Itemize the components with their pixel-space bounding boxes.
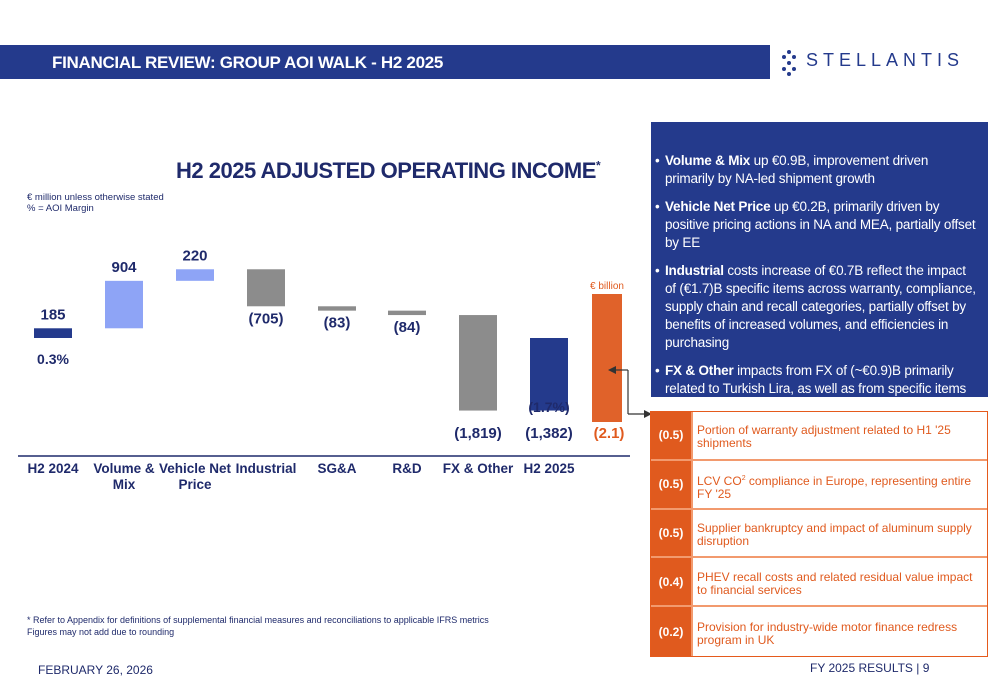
item-description: LCV CO2 compliance in Europe, representi…: [693, 460, 987, 508]
chart-bar-1: [105, 280, 143, 329]
value-label-4: (83): [324, 315, 351, 332]
specific-items-table: (0.5) Portion of warranty adjustment rel…: [650, 411, 988, 657]
stellantis-logo: STELLANTIS: [782, 44, 972, 80]
footnote-line: * Refer to Appendix for definitions of s…: [27, 615, 489, 625]
category-label-2-0: Vehicle Net: [159, 461, 232, 476]
value-label-2: 220: [182, 247, 207, 264]
item-value: (0.5): [651, 412, 693, 459]
chart-bar-4: [318, 306, 356, 311]
margin-label-0: 0.3%: [37, 351, 69, 367]
aoi-waterfall-chart: 185 H2 2024 904 Volume &Mix 220 Vehicle NetPr…: [18, 247, 630, 492]
category-label-2-1: Price: [178, 477, 212, 492]
value-label-5: (84): [394, 319, 421, 336]
chart-bar-5: [388, 310, 426, 316]
table-row: (0.5) LCV CO2 compliance in Europe, repr…: [651, 460, 987, 510]
value-label-3: (705): [248, 310, 283, 327]
category-label-0-0: H2 2024: [27, 461, 79, 476]
item-value: (0.4): [651, 558, 693, 606]
extra-bar-label: (2.1): [594, 425, 625, 442]
callout-arrow-icon: [608, 366, 652, 418]
chart-bar-7: [530, 338, 568, 411]
category-label-5-0: R&D: [392, 461, 421, 476]
footer-date: FEBRUARY 26, 2026: [38, 663, 153, 677]
extra-bar-unit: € billion: [590, 281, 624, 292]
logo-dots-icon: [782, 50, 796, 76]
bullet-vehicle-net-price: • Vehicle Net Price up €0.2B, primarily d…: [655, 199, 976, 250]
bullet-volume-mix: • Volume & Mix up €0.9B, improvement driv…: [655, 153, 929, 186]
chart-title: H2 2025 ADJUSTED OPERATING INCOME*: [176, 158, 601, 184]
table-row: (0.4) PHEV recall costs and related resi…: [651, 558, 987, 608]
category-label-1-0: Volume &: [93, 461, 155, 476]
extra-billion-bar: [592, 294, 622, 422]
value-label-6: (1,819): [454, 425, 502, 442]
table-row: (0.5) Portion of warranty adjustment rel…: [651, 412, 987, 461]
table-row: (0.2) Provision for industry-wide motor …: [651, 607, 987, 656]
footnote-line: Figures may not add due to rounding: [27, 627, 175, 637]
item-description: Provision for industry-wide motor financ…: [693, 607, 987, 656]
logo-text: STELLANTIS: [806, 50, 965, 70]
table-row: (0.5) Supplier bankruptcy and impact of …: [651, 509, 987, 559]
category-label-7-0: H2 2025: [523, 461, 575, 476]
category-label-1-1: Mix: [113, 477, 136, 492]
category-label-6-0: FX & Other: [443, 461, 514, 476]
header-band: [0, 45, 770, 79]
value-label-7: (1,382): [525, 425, 573, 442]
bullet-industrial: • Industrial costs increase of €0.7B refl…: [655, 263, 976, 350]
chart-bar-2: [176, 269, 214, 281]
item-value: (0.5): [651, 460, 693, 508]
category-label-4-0: SG&A: [317, 461, 356, 476]
value-label-1: 904: [111, 259, 137, 276]
chart-title-footnote-mark: *: [595, 158, 601, 173]
footnote: * Refer to Appendix for definitions of s…: [27, 614, 489, 638]
item-description: PHEV recall costs and related residual v…: [693, 558, 987, 606]
footer-page: FY 2025 RESULTS | 9: [810, 661, 930, 675]
chart-bar-0: [34, 328, 72, 338]
item-description: Supplier bankruptcy and impact of alumin…: [693, 509, 987, 557]
chart-bar-3: [247, 269, 285, 307]
chart-margin-line: % = AOI Margin: [27, 203, 94, 214]
chart-unit-note: € million unless otherwise stated % = AO…: [27, 192, 164, 214]
page-title: FINANCIAL REVIEW: GROUP AOI WALK - H2 20…: [52, 53, 444, 72]
item-value: (0.2): [651, 607, 693, 656]
item-value: (0.5): [651, 509, 693, 557]
margin-label-7: (1.7%): [528, 399, 569, 415]
chart-unit-line: € million unless otherwise stated: [27, 192, 164, 203]
category-label-3-0: Industrial: [236, 461, 297, 476]
chart-title-text: H2 2025 ADJUSTED OPERATING INCOME: [176, 158, 596, 183]
value-label-0: 185: [40, 306, 65, 323]
chart-bar-6: [459, 315, 497, 411]
commentary-panel: • Volume & Mix up €0.9B, improvement driv…: [651, 122, 988, 414]
item-description: Portion of warranty adjustment related t…: [693, 412, 987, 459]
bullet-fx-other: • FX & Other impacts from FX of (~€0.9)B …: [655, 363, 967, 414]
